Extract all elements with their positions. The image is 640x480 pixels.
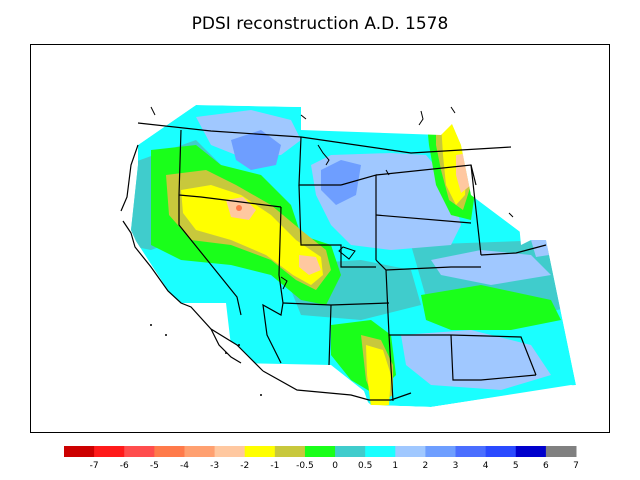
legend-swatch <box>395 446 426 457</box>
legend-swatch <box>124 446 155 457</box>
legend-tick-label: 7 <box>573 461 579 471</box>
pdsi-map <box>31 45 609 432</box>
legend-swatch <box>64 446 95 457</box>
legend-swatch <box>335 446 366 457</box>
legend-tick-label: -7 <box>90 461 99 471</box>
legend-swatch <box>214 446 246 457</box>
legend-tick-label: 6 <box>543 461 549 471</box>
pdsi-color-field <box>131 103 576 407</box>
legend-swatch <box>94 446 125 457</box>
legend-swatch <box>184 446 216 457</box>
legend-swatch <box>154 446 185 457</box>
legend-swatch <box>545 446 577 457</box>
legend-swatch <box>274 446 306 457</box>
map-title: PDSI reconstruction A.D. 1578 <box>191 14 449 34</box>
legend-swatch <box>485 446 517 457</box>
legend-tick-label: 2 <box>423 461 429 471</box>
legend-tick-label: 1 <box>392 461 398 471</box>
legend-swatch <box>304 446 336 457</box>
island-dots <box>150 324 262 396</box>
legend-swatch <box>515 446 547 457</box>
legend-tick-label: -1 <box>270 461 279 471</box>
state-boundaries <box>120 122 547 402</box>
legend-tick-label: 3 <box>453 461 459 471</box>
legend-tick-label: -2 <box>240 461 249 471</box>
legend-swatch <box>365 446 396 457</box>
legend-tick-label: -5 <box>150 461 159 471</box>
legend-tick-label: 0 <box>332 461 338 471</box>
map-frame <box>30 44 610 433</box>
legend-tick-label: 0.5 <box>358 461 372 471</box>
legend-tick-label: -0.5 <box>296 461 314 471</box>
legend-tick-label: 5 <box>513 461 519 471</box>
coastline-mask <box>31 45 609 432</box>
legend-swatch <box>455 446 487 457</box>
legend-swatch <box>244 446 276 457</box>
legend-tick-label: 4 <box>483 461 489 471</box>
lakes <box>150 106 514 290</box>
legend-tick-label: -3 <box>210 461 219 471</box>
legend-tick-label: -4 <box>180 461 189 471</box>
legend-swatch <box>425 446 457 457</box>
legend-tick-label: -6 <box>120 461 129 471</box>
